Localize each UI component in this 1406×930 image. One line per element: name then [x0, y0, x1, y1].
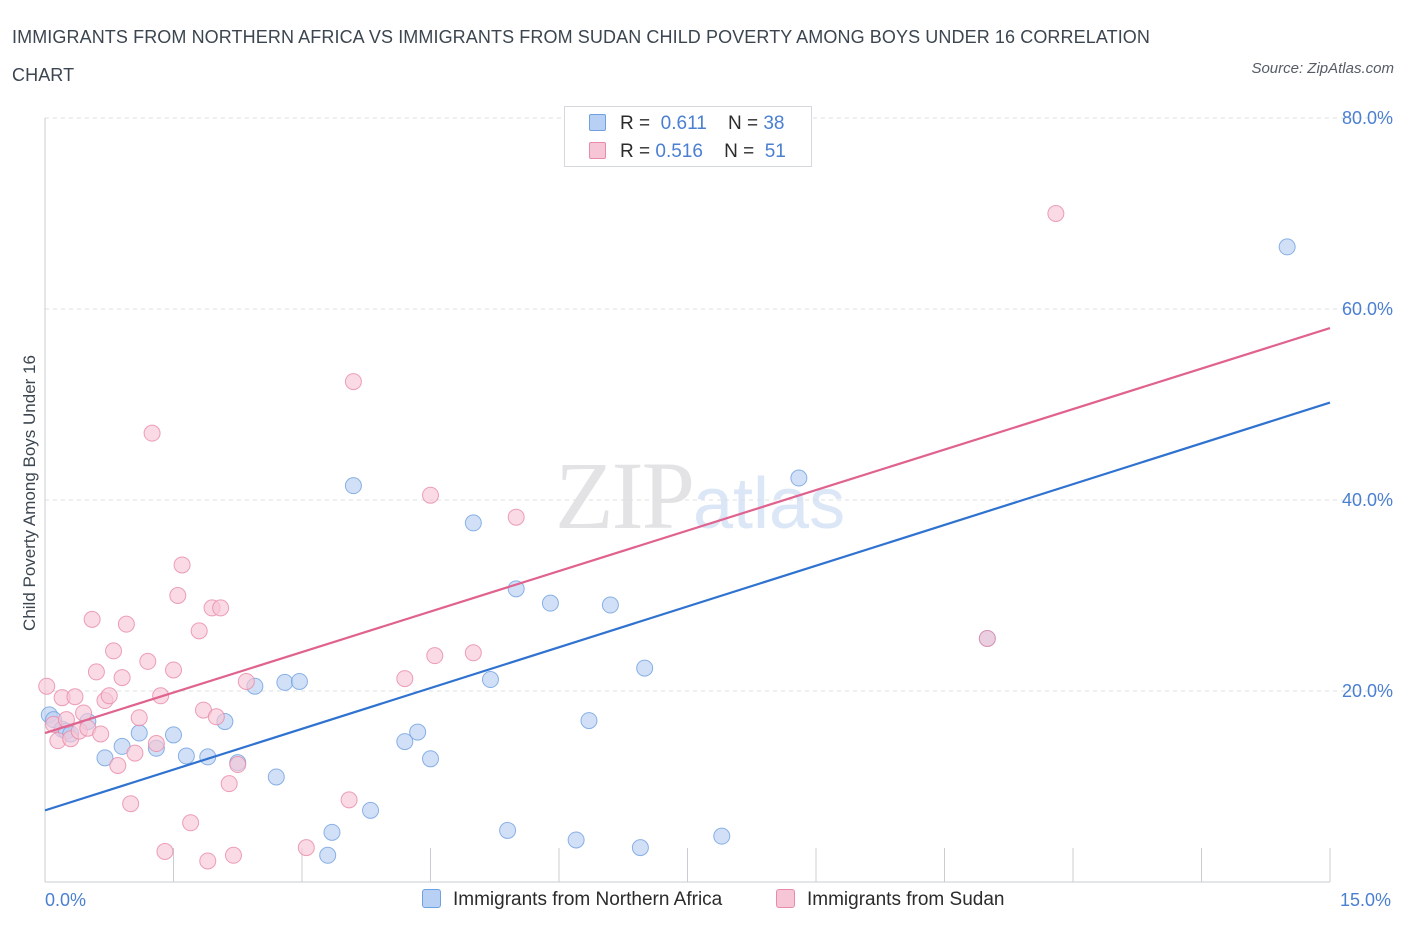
data-point-sudan — [147, 735, 165, 753]
data-point-sudan — [182, 814, 200, 832]
data-point-northern-africa — [541, 594, 559, 612]
data-point-sudan — [83, 610, 101, 628]
data-point-northern-africa — [319, 846, 337, 864]
data-point-northern-africa — [396, 733, 414, 751]
legend-item-sudan: Immigrants from Sudan — [776, 889, 1004, 911]
data-point-sudan — [344, 373, 362, 391]
data-point-sudan — [212, 599, 230, 617]
data-point-sudan — [105, 642, 123, 660]
data-point-northern-africa — [323, 823, 341, 841]
data-point-northern-africa — [567, 831, 585, 849]
data-point-northern-africa — [499, 821, 517, 839]
data-point-northern-africa — [290, 672, 308, 690]
data-point-sudan — [139, 652, 157, 670]
data-point-sudan — [109, 756, 127, 774]
data-point-sudan — [422, 486, 439, 504]
stats-legend-row-sudan: R = 0.516 N = 51 — [589, 141, 786, 165]
data-point-northern-africa — [344, 477, 362, 495]
watermark-zip: ZIP — [555, 442, 695, 549]
data-point-northern-africa — [276, 673, 294, 691]
stats-legend-row-northern-africa: R = 0.611 N = 38 — [589, 113, 784, 137]
legend-n-label: N = — [724, 141, 755, 162]
data-point-northern-africa — [481, 671, 499, 689]
y-tick-label: 60.0% — [1342, 299, 1393, 319]
data-point-northern-africa — [165, 726, 182, 744]
data-point-sudan — [126, 744, 144, 762]
legend-r-label: R = — [620, 141, 651, 162]
data-point-sudan — [100, 687, 118, 705]
data-point-sudan — [57, 711, 75, 729]
data-point-sudan — [122, 795, 140, 813]
legend-swatch-sudan — [776, 889, 795, 908]
data-point-sudan — [199, 852, 217, 870]
data-point-sudan — [224, 846, 242, 864]
data-point-sudan — [229, 756, 247, 774]
legend-label-sudan: Immigrants from Sudan — [807, 889, 1005, 910]
legend-r-value: 0.516 — [655, 141, 703, 162]
chart-title: IMMIGRANTS FROM NORTHERN AFRICA VS IMMIG… — [12, 27, 1151, 85]
data-point-sudan — [113, 669, 131, 687]
y-tick-label: 40.0% — [1342, 490, 1393, 510]
trend-line-sudan — [44, 327, 1331, 735]
data-point-sudan — [396, 670, 414, 688]
legend-n-value: 51 — [764, 141, 786, 162]
legend-r-label: R = — [620, 113, 651, 134]
data-point-sudan — [464, 644, 482, 662]
data-point-sudan — [173, 556, 191, 574]
legend-label-northern-africa: Immigrants from Northern Africa — [453, 889, 723, 910]
legend-n-value: 38 — [763, 113, 785, 134]
watermark: ZIPatlas — [555, 440, 845, 551]
data-point-sudan — [143, 424, 161, 442]
stats-legend: R = 0.611 N = 38 R = 0.516 N = 51 — [564, 106, 812, 167]
legend-swatch-northern-africa — [589, 114, 606, 131]
data-point-northern-africa — [96, 749, 114, 767]
data-point-sudan — [340, 791, 358, 809]
data-point-sudan — [507, 508, 525, 526]
data-point-sudan — [92, 725, 110, 743]
x-tick-max: 15.0% — [1340, 890, 1392, 910]
data-point-sudan — [1047, 205, 1065, 222]
data-point-northern-africa — [422, 750, 439, 768]
source-label: Source: ZipAtlas.com — [1251, 60, 1394, 77]
data-point-northern-africa — [267, 768, 285, 786]
data-point-sudan — [297, 839, 315, 857]
data-point-sudan — [426, 647, 444, 665]
y-tick-label: 80.0% — [1342, 108, 1393, 128]
y-tick-label: 20.0% — [1342, 681, 1393, 701]
data-point-sudan — [87, 663, 105, 681]
data-point-northern-africa — [177, 747, 195, 765]
trend-line-northern-africa — [44, 401, 1331, 812]
data-point-northern-africa — [790, 469, 808, 487]
data-point-northern-africa — [601, 596, 619, 614]
data-point-sudan — [237, 672, 255, 690]
data-point-northern-africa — [580, 712, 598, 730]
legend-swatch-northern-africa — [422, 889, 441, 908]
data-point-northern-africa — [464, 514, 482, 532]
data-point-sudan — [207, 708, 225, 726]
x-tick-min: 0.0% — [45, 890, 87, 910]
legend-swatch-sudan — [589, 142, 606, 159]
legend-n-label: N = — [727, 113, 759, 134]
data-point-sudan — [978, 629, 996, 647]
data-point-sudan — [156, 842, 174, 860]
data-point-sudan — [190, 622, 208, 640]
data-point-northern-africa — [362, 801, 380, 819]
data-point-northern-africa — [409, 723, 427, 741]
data-point-sudan — [117, 615, 135, 633]
data-point-sudan — [38, 677, 56, 695]
data-point-sudan — [66, 688, 84, 706]
data-point-northern-africa — [1278, 238, 1296, 256]
data-point-sudan — [130, 709, 148, 727]
data-point-sudan — [220, 775, 238, 793]
legend-item-northern-africa: Immigrants from Northern Africa — [422, 889, 722, 911]
data-point-northern-africa — [130, 724, 148, 742]
data-point-sudan — [165, 661, 182, 679]
data-point-sudan — [169, 587, 187, 604]
data-point-northern-africa — [636, 659, 654, 677]
data-point-northern-africa — [631, 839, 649, 857]
legend-r-value: 0.611 — [660, 113, 707, 134]
data-point-northern-africa — [713, 827, 731, 845]
